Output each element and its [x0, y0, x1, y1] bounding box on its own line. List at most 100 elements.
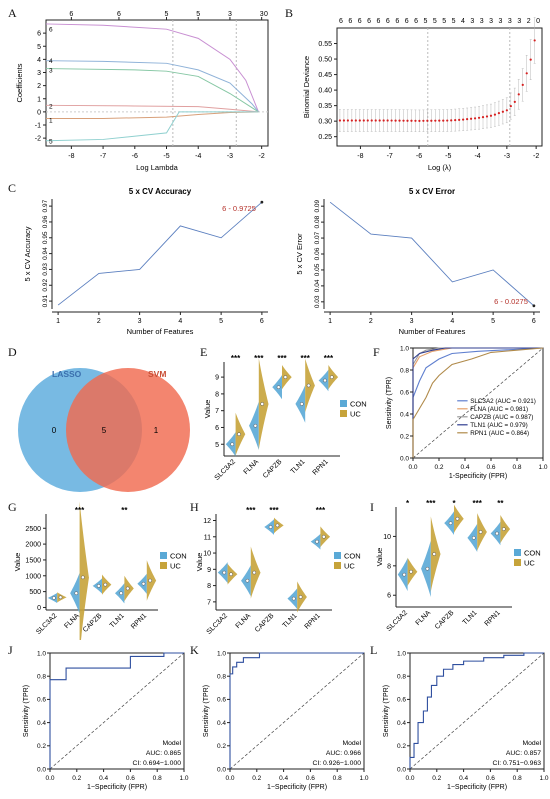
panel-letter-k: K	[190, 643, 199, 657]
x-axis-label: Log Lambda	[136, 163, 179, 172]
panel-letter-h: H	[190, 500, 199, 514]
legend-swatch-uc	[340, 410, 347, 417]
x-tick-label: 4	[178, 318, 182, 325]
median-point	[425, 566, 430, 571]
legend-label-con: CON	[524, 549, 541, 558]
y-tick-label: 0.6	[37, 697, 46, 704]
deviance-point	[358, 119, 361, 122]
legend-swatch-con	[334, 552, 341, 559]
y-tick-label: 0.25	[318, 134, 332, 141]
significance-label: ***	[473, 499, 483, 508]
y-tick-label: 10	[383, 534, 391, 541]
x-axis-label: Number of Features	[127, 327, 194, 336]
legend-label-uc: UC	[524, 559, 535, 568]
coef-path-1	[45, 60, 259, 113]
venn-circle-svm	[66, 368, 190, 492]
ci-label: CI: 0.751−0.963	[492, 760, 541, 767]
y-tick-label: -2	[35, 136, 41, 143]
y-axis-label: Binomial Deviance	[302, 56, 311, 118]
y-tick-label: 0.6	[400, 389, 409, 396]
median-point	[409, 569, 413, 574]
x-tick-label: -7	[100, 153, 106, 160]
x-tick-label: 0.2	[252, 775, 261, 782]
deviance-point	[370, 119, 373, 122]
x-tick-label: CAPZB	[254, 612, 276, 634]
deviance-point	[505, 109, 508, 112]
y-tick-label: 0.2	[217, 743, 226, 750]
coef-path-2	[45, 68, 259, 113]
median-point	[260, 402, 265, 406]
violin-chart-e: 5 6 7 8 9 *** SLC3A2 *** FLNA *** CAPZB *** TLN1 *** R…	[203, 354, 367, 482]
x-tick-label: 0.6	[306, 775, 315, 782]
panel-letter-a: A	[8, 6, 17, 20]
y-axis-label: Value	[375, 548, 384, 567]
y-tick-label: 0.40	[318, 88, 332, 95]
y-tick-label: 1	[37, 96, 41, 103]
x-tick-label: RPN1	[484, 609, 502, 627]
y-tick-label: 3	[37, 70, 41, 77]
median-point	[283, 375, 288, 379]
median-point	[275, 523, 280, 528]
x-tick-label: 1.0	[538, 464, 547, 471]
median-point	[81, 575, 85, 580]
deviance-point	[354, 119, 357, 122]
y-tick-label: 0.03	[314, 295, 321, 308]
y-tick-label: 1.0	[400, 345, 409, 352]
y-tick-label: 0.4	[37, 720, 46, 727]
y-tick-label: 8	[387, 563, 391, 570]
legend-label-4: RPN1 (AUC = 0.864)	[470, 430, 529, 437]
y-tick-label: 5	[215, 442, 219, 449]
diagonal-reference	[409, 652, 545, 770]
x-tick-label: -5	[445, 153, 451, 160]
panel-letter-g: G	[8, 500, 17, 514]
x-tick-label: 0.0	[405, 775, 414, 782]
deviance-point	[350, 119, 353, 122]
x-tick-label: -7	[387, 153, 393, 160]
y-tick-label: 0.55	[318, 41, 332, 48]
y-tick-label: 2	[37, 83, 41, 90]
deviance-point	[477, 116, 481, 119]
y-tick-label: 1.0	[397, 650, 406, 657]
median-point	[141, 581, 146, 586]
roc-chart-f: 0.0 0.0 0.2 0.2 0.4 0.4 0.6 0.6 0.8 0.8 1.0 1.0 1-Sp…	[386, 345, 548, 480]
legend-swatch-con	[340, 400, 347, 407]
ci-label: CI: 0.694−1.000	[132, 760, 181, 767]
y-tick-label: 0.95	[42, 231, 49, 244]
deviance-point	[418, 119, 421, 122]
y-tick-label: 9	[215, 375, 219, 382]
median-point	[448, 521, 453, 525]
legend-label-uc: UC	[344, 562, 355, 571]
y-tick-label: 0.96	[42, 215, 49, 228]
median-point	[502, 527, 506, 531]
deviance-point	[386, 119, 389, 122]
roc-curve-0	[412, 347, 544, 458]
significance-label: ***	[316, 506, 326, 515]
x-axis-label: 1−Specificity (FPR)	[447, 784, 507, 791]
significance-label: ***	[301, 354, 311, 363]
roc-curve-0	[229, 652, 364, 769]
y-tick-label: 0.8	[37, 674, 46, 681]
x-tick-label: 0.6	[126, 775, 135, 782]
median-point	[148, 578, 152, 583]
deviance-point	[366, 119, 369, 122]
y-tick-label: 0.05	[314, 263, 321, 276]
y-tick-label: 0	[37, 109, 41, 116]
y-tick-label: 1.0	[37, 650, 46, 657]
y-tick-label: 0	[37, 605, 41, 612]
significance-label: ***	[324, 354, 334, 363]
x-tick-label: 1	[56, 318, 60, 325]
violin-chart-h: 7 8 9 10 11 12 SLC3A2 *** FLNA *** CAPZB TLN1 *** RPN…	[195, 506, 361, 636]
median-point	[471, 536, 476, 540]
y-tick-label: 500	[29, 589, 41, 596]
y-tick-label: 4	[37, 57, 41, 64]
roc-chart-l: 0.0 0.0 0.2 0.2 0.4 0.4 0.6 0.6 0.8 0.8 1.0 1.0 1−Sp…	[383, 650, 549, 791]
median-point	[52, 596, 56, 600]
deviance-point	[481, 116, 485, 119]
y-tick-label: 6	[37, 31, 41, 38]
significance-label: ***	[246, 506, 256, 515]
y-tick-label: 0.91	[42, 294, 49, 307]
x-tick-label: -4	[474, 153, 480, 160]
top-tick-label: 6	[69, 11, 73, 18]
legend-label-1: FLNA (AUC = 0.981)	[470, 406, 528, 413]
deviance-point	[374, 119, 377, 122]
